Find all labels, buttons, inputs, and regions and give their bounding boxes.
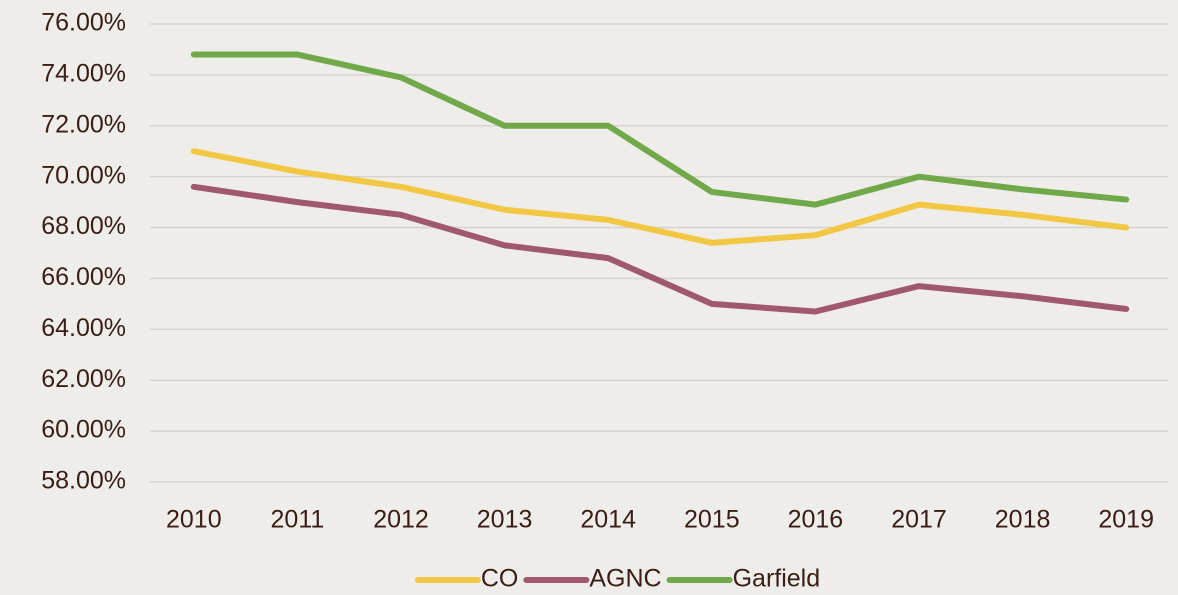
- y-tick-label: 72.00%: [41, 110, 126, 138]
- y-tick-label: 60.00%: [41, 416, 126, 444]
- series-line: [190, 148, 1130, 246]
- x-tick-label: 2014: [580, 506, 636, 534]
- y-tick-label: 74.00%: [41, 59, 126, 87]
- series-line: [190, 51, 1130, 208]
- legend-label: AGNC: [589, 565, 661, 593]
- x-tick-label: 2013: [477, 506, 533, 534]
- x-tick-label: 2016: [788, 506, 844, 534]
- y-tick-label: 76.00%: [41, 9, 126, 37]
- x-tick-label: 2011: [271, 506, 325, 534]
- legend-label: Garfield: [733, 565, 821, 593]
- x-tick-label: 2010: [166, 506, 222, 534]
- legend-label: CO: [481, 565, 519, 593]
- x-tick-label: 2018: [995, 506, 1051, 534]
- x-tick-label: 2012: [373, 506, 429, 534]
- x-tick-label: 2017: [891, 506, 947, 534]
- y-tick-label: 70.00%: [41, 161, 126, 189]
- y-tick-label: 58.00%: [41, 467, 126, 495]
- x-tick-label: 2019: [1098, 506, 1154, 534]
- y-tick-label: 62.00%: [41, 365, 126, 393]
- y-tick-label: 64.00%: [41, 314, 126, 342]
- x-tick-label: 2015: [684, 506, 740, 534]
- y-tick-label: 66.00%: [41, 263, 126, 291]
- series-line: [190, 183, 1130, 315]
- y-tick-label: 68.00%: [41, 212, 126, 240]
